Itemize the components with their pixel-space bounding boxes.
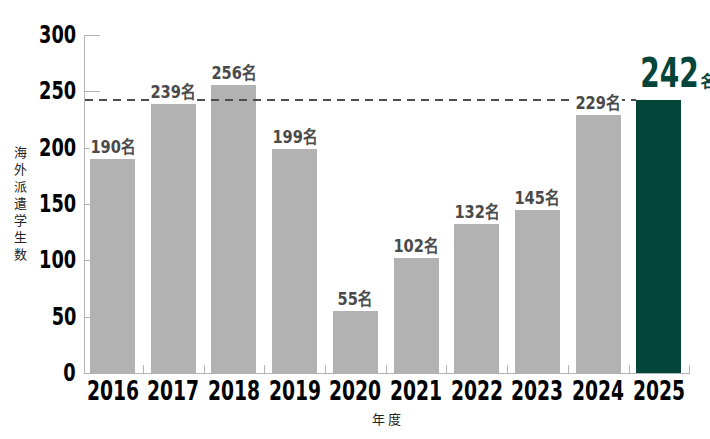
bar-value-label-2019: 199名 (267, 128, 322, 147)
y-tick-label-150: 150 (18, 192, 76, 216)
highlight-value-unit: 名 (701, 68, 710, 92)
x-tick-label-text: 2017 (147, 378, 199, 404)
bar-2018 (211, 85, 256, 373)
x-tick-label-text: 2023 (511, 378, 563, 404)
bar-value-label-2023: 145名 (510, 189, 565, 208)
x-tick-label-text: 2016 (86, 378, 138, 404)
bar-2025 (636, 100, 681, 373)
bar-2023 (515, 210, 560, 373)
bar-value-label-text: 102名 (393, 237, 440, 256)
y-tick-label-200: 200 (18, 136, 76, 160)
y-tick-label-300: 300 (18, 23, 76, 47)
y-tick-label-0: 0 (18, 361, 76, 385)
x-tick (629, 365, 630, 373)
bar-2019 (272, 149, 317, 373)
x-tick-label-text: 2020 (329, 378, 381, 404)
bar-value-label-2024: 229名 (571, 94, 626, 113)
bar-value-label-text: 55名 (337, 290, 374, 309)
y-tick-label-text: 300 (39, 23, 76, 47)
bar-value-label-text: 190名 (89, 138, 136, 157)
x-tick-label-2025: 2025 (623, 378, 695, 404)
bar-chart: 海外派遣学生数 050100150200250300190名2016239名20… (0, 0, 710, 439)
bar-2017 (151, 104, 196, 373)
highlight-value-number: 242 (640, 55, 698, 91)
y-tick (85, 91, 100, 92)
bar-value-label-text: 256名 (210, 64, 257, 83)
x-tick (689, 365, 690, 373)
bar-value-label-2016: 190名 (85, 138, 140, 157)
y-tick-label-text: 0 (64, 361, 76, 385)
bar-value-label-2022: 132名 (449, 203, 504, 222)
x-tick-label-text: 2022 (451, 378, 503, 404)
y-tick-label-text: 250 (39, 79, 76, 103)
bar-2022 (454, 224, 499, 373)
bar-value-label-text: 145名 (514, 189, 561, 208)
x-tick (325, 365, 326, 373)
x-tick (386, 365, 387, 373)
x-tick-label-text: 2024 (572, 378, 624, 404)
x-tick-label-text: 2019 (269, 378, 321, 404)
y-tick (85, 35, 100, 36)
bar-value-label-text: 199名 (271, 128, 318, 147)
x-tick-label-text: 2021 (390, 378, 442, 404)
y-tick-label-50: 50 (18, 305, 76, 329)
bar-2021 (394, 258, 439, 373)
y-tick-label-text: 150 (39, 192, 76, 216)
x-axis-title: 年度 (372, 409, 404, 428)
highlight-value-label: 242名 (615, 55, 710, 92)
y-tick-label-text: 50 (51, 305, 76, 329)
bar-value-label-text: 229名 (575, 94, 622, 113)
x-tick (446, 365, 447, 373)
x-tick (568, 365, 569, 373)
bar-value-label-text: 239名 (150, 83, 197, 102)
bar-value-label-2017: 239名 (146, 83, 201, 102)
y-tick-label-text: 200 (39, 136, 76, 160)
x-axis-line (84, 373, 690, 374)
y-tick-label-250: 250 (18, 79, 76, 103)
bar-2016 (90, 159, 135, 373)
y-tick-label-100: 100 (18, 248, 76, 272)
bar-2020 (333, 311, 378, 373)
bar-value-label-2020: 55名 (334, 290, 377, 309)
bar-value-label-text: 132名 (453, 203, 500, 222)
x-tick (143, 365, 144, 373)
bar-value-label-2021: 102名 (389, 237, 444, 256)
x-tick (204, 365, 205, 373)
x-tick (264, 365, 265, 373)
x-tick-label-text: 2025 (633, 378, 685, 404)
bar-value-label-2018: 256名 (207, 64, 262, 83)
bar-2024 (576, 115, 621, 373)
plot-area: 0 50 100 150 200 250 300 190名 2016 239名 2017 256名 20… (0, 0, 710, 439)
y-tick-label-text: 100 (39, 248, 76, 272)
x-tick-label-text: 2018 (208, 378, 260, 404)
x-tick (507, 365, 508, 373)
